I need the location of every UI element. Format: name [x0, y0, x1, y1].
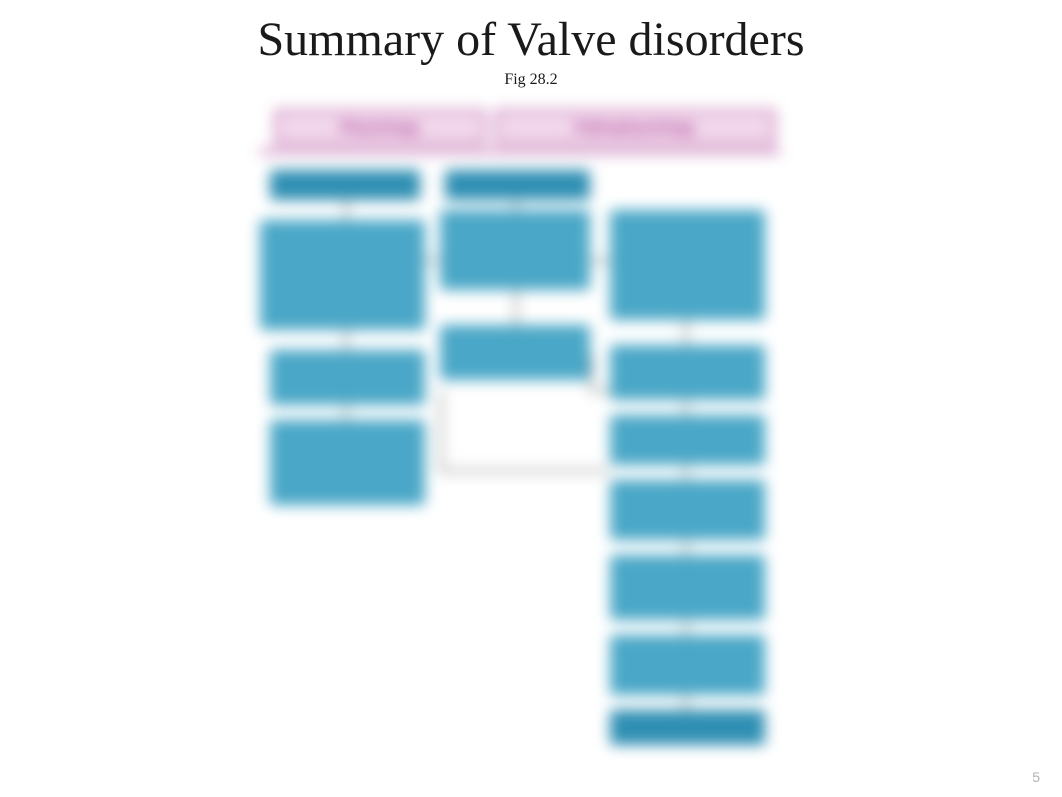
- connector-5: [515, 290, 517, 325]
- flow-node-n12: [610, 555, 765, 620]
- connector-11: [685, 620, 687, 635]
- column-header-1: Pathophysiology: [495, 110, 775, 144]
- connector-13: [440, 390, 442, 470]
- flow-node-n2: [445, 170, 590, 200]
- connector-7: [345, 405, 347, 420]
- connector-14: [440, 470, 610, 472]
- flowchart-diagram: Physiology Pathophysiology: [260, 110, 790, 790]
- connector-6: [685, 320, 687, 345]
- connector-3: [590, 260, 610, 262]
- connector-1: [515, 200, 517, 210]
- flow-node-n5: [610, 210, 765, 320]
- connector-4: [345, 330, 347, 350]
- connector-10: [685, 540, 687, 555]
- connector-16: [590, 390, 610, 392]
- connector-0: [345, 200, 347, 220]
- flow-node-n6: [440, 325, 590, 380]
- flow-node-n13: [610, 635, 765, 695]
- flow-node-n9: [270, 420, 425, 505]
- flow-node-n10: [610, 415, 765, 465]
- connector-15: [590, 355, 592, 390]
- flow-node-n11: [610, 480, 765, 540]
- connector-9: [685, 465, 687, 480]
- connector-2: [425, 260, 440, 262]
- flow-node-n14: [610, 710, 765, 745]
- connector-12: [685, 695, 687, 710]
- flow-node-n4: [440, 210, 590, 290]
- flow-node-n3: [260, 220, 425, 330]
- page-title: Summary of Valve disorders: [0, 0, 1062, 67]
- flow-node-n1: [270, 170, 420, 200]
- flow-node-n8: [610, 345, 765, 400]
- figure-label: Fig 28.2: [0, 71, 1062, 89]
- header-divider: [260, 150, 780, 153]
- page-number: 5: [1032, 769, 1040, 785]
- column-header-0: Physiology: [275, 110, 485, 144]
- flow-node-n7: [270, 350, 425, 405]
- connector-8: [685, 400, 687, 415]
